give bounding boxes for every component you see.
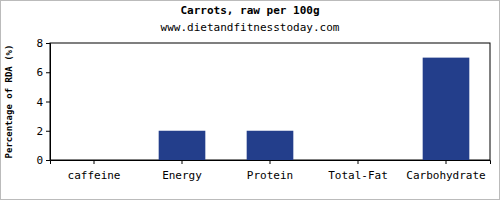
y-tick: 4 <box>36 96 50 109</box>
x-tick-mark <box>358 160 359 164</box>
bar <box>247 131 294 160</box>
y-axis-line <box>46 44 51 161</box>
bars <box>159 58 470 160</box>
x-tick: Energy <box>162 160 202 182</box>
x-tick-label: Total-Fat <box>328 169 388 182</box>
y-tick-mark <box>46 160 50 161</box>
chart-container: Carrots, raw per 100g www.dietandfitnesst… <box>0 0 500 200</box>
x-tick-mark <box>446 160 447 164</box>
plot: 0 2 4 6 8 caffeine Energy Protein Total-Fat Carbo… <box>36 37 490 182</box>
subtitle: www.dietandfitnesstoday.com <box>161 21 340 34</box>
y-tick-mark <box>46 102 50 103</box>
x-tick: caffeine <box>68 160 121 182</box>
y-axis-title: Percentage of RDA (%) <box>4 45 14 159</box>
plot-frame <box>50 43 490 160</box>
x-tick-mark <box>182 160 183 164</box>
y-tick: 8 <box>36 37 50 50</box>
x-tick: Protein <box>247 160 293 182</box>
y-tick-mark <box>46 72 50 73</box>
y-tick-label: 8 <box>36 37 43 50</box>
x-tick-label: Energy <box>162 169 202 182</box>
x-tick-label: caffeine <box>68 169 121 182</box>
title: Carrots, raw per 100g <box>180 4 319 17</box>
y-tick-mark <box>46 43 50 44</box>
background <box>1 1 500 200</box>
y-tick-mark <box>46 131 50 132</box>
y-tick-label: 6 <box>36 66 43 79</box>
x-tick-label: Protein <box>247 169 293 182</box>
bar <box>423 58 470 160</box>
y-tick: 6 <box>36 66 50 79</box>
y-tick-label: 2 <box>36 125 43 138</box>
x-tick: Carbohydrate <box>406 160 485 182</box>
chart-svg: Carrots, raw per 100g www.dietandfitnesst… <box>0 0 500 200</box>
x-tick-label: Carbohydrate <box>406 169 485 182</box>
y-tick-label: 4 <box>36 96 43 109</box>
bar <box>71 160 118 161</box>
bar <box>159 131 206 160</box>
bar <box>335 160 382 161</box>
y-tick: 2 <box>36 125 50 138</box>
x-axis-line <box>51 161 491 165</box>
x-axis: caffeine Energy Protein Total-Fat Carbohydra… <box>51 160 491 182</box>
y-axis: 0 2 4 6 8 <box>36 37 50 167</box>
x-tick-mark <box>270 160 271 164</box>
x-tick-mark <box>94 160 95 164</box>
y-tick-label: 0 <box>36 154 43 167</box>
x-tick: Total-Fat <box>328 160 388 182</box>
y-tick: 0 <box>36 154 50 167</box>
